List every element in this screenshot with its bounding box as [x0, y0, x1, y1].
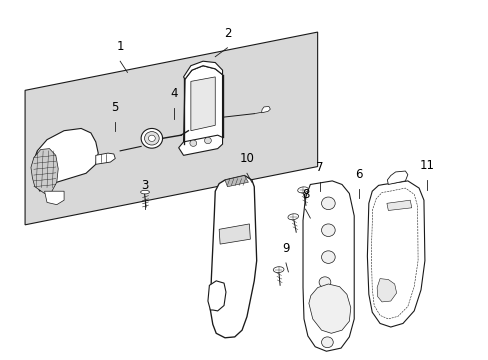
Text: 2: 2	[223, 27, 231, 40]
Text: 1: 1	[116, 40, 123, 53]
Circle shape	[321, 337, 332, 348]
Polygon shape	[32, 129, 98, 191]
Circle shape	[141, 129, 162, 148]
Polygon shape	[183, 66, 222, 144]
Circle shape	[321, 197, 334, 210]
Text: 5: 5	[111, 101, 119, 114]
Polygon shape	[31, 149, 58, 193]
Polygon shape	[308, 284, 350, 333]
Polygon shape	[386, 171, 407, 184]
Polygon shape	[224, 176, 248, 187]
Polygon shape	[44, 191, 64, 204]
Text: 10: 10	[239, 152, 254, 165]
Circle shape	[204, 138, 211, 144]
Polygon shape	[366, 181, 424, 327]
Text: 4: 4	[170, 87, 177, 100]
Circle shape	[148, 135, 155, 141]
Text: 3: 3	[141, 179, 148, 192]
Polygon shape	[207, 281, 225, 311]
Ellipse shape	[297, 187, 308, 193]
Circle shape	[319, 277, 330, 288]
Ellipse shape	[273, 267, 284, 273]
Polygon shape	[96, 153, 115, 164]
Polygon shape	[219, 224, 250, 244]
Polygon shape	[210, 176, 256, 338]
Polygon shape	[303, 181, 353, 351]
Text: 6: 6	[355, 168, 362, 181]
Text: 11: 11	[419, 159, 434, 172]
Text: 9: 9	[282, 242, 289, 255]
Circle shape	[144, 132, 159, 145]
Ellipse shape	[287, 214, 298, 220]
Circle shape	[321, 224, 334, 237]
Polygon shape	[376, 279, 396, 302]
Polygon shape	[178, 135, 222, 156]
Circle shape	[189, 140, 196, 147]
Text: 7: 7	[316, 161, 323, 174]
Polygon shape	[25, 32, 317, 225]
Polygon shape	[386, 200, 411, 211]
Circle shape	[321, 251, 334, 264]
Polygon shape	[261, 107, 270, 113]
Polygon shape	[190, 77, 215, 131]
Polygon shape	[183, 61, 222, 79]
Text: 8: 8	[301, 188, 308, 201]
Ellipse shape	[141, 190, 149, 194]
